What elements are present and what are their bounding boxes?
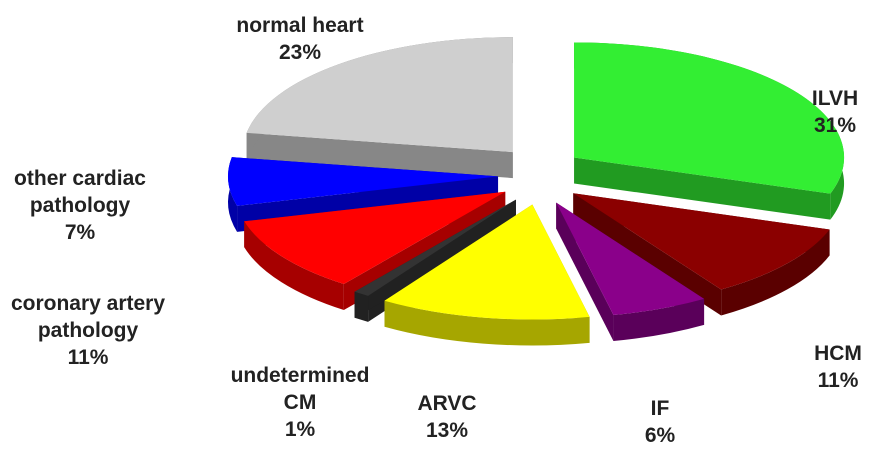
value-label: 23% — [278, 41, 322, 64]
category-label: IF — [650, 397, 670, 420]
category-label: coronary artery pathology — [10, 292, 166, 342]
slice — [574, 42, 845, 194]
slice-label: undetermined CM 1% — [220, 362, 380, 443]
slice-side — [573, 193, 722, 316]
slice-side — [244, 221, 344, 311]
category-label: ILVH — [811, 87, 859, 110]
slice — [354, 199, 516, 296]
slice — [556, 202, 705, 316]
value-label: 11% — [817, 369, 859, 392]
slice-side — [246, 132, 513, 179]
value-label: 11% — [67, 346, 109, 369]
category-label: HCM — [814, 342, 862, 365]
value-label: 6% — [644, 424, 676, 447]
slice-label: IF 6% — [620, 395, 700, 449]
value-label: 7% — [64, 221, 96, 244]
category-label: undetermined CM — [230, 364, 370, 414]
slice — [384, 204, 590, 320]
slice — [246, 37, 513, 153]
slice-side — [556, 202, 614, 342]
value-label: 13% — [425, 419, 469, 442]
slice-label: HCM 11% — [788, 340, 883, 394]
slice-label: coronary artery pathology 11% — [0, 290, 188, 371]
slice-label: ILVH 31% — [775, 85, 883, 139]
slice-side — [354, 291, 369, 322]
slice — [244, 191, 506, 285]
value-label: 31% — [813, 114, 857, 137]
slice-side — [721, 229, 830, 316]
slice-side — [354, 199, 516, 318]
slice — [228, 157, 499, 206]
value-label: 1% — [284, 418, 316, 441]
slice — [573, 193, 830, 290]
category-label: normal heart — [236, 14, 364, 37]
slice-side — [384, 300, 590, 346]
slice-side — [574, 157, 831, 220]
slice-label: ARVC 13% — [397, 390, 497, 444]
slice-side — [613, 298, 705, 342]
slice-label: other cardiac pathology 7% — [0, 165, 165, 246]
slice-label: normal heart 23% — [200, 12, 400, 66]
category-label: other cardiac pathology — [14, 167, 146, 217]
category-label: ARVC — [417, 392, 477, 415]
